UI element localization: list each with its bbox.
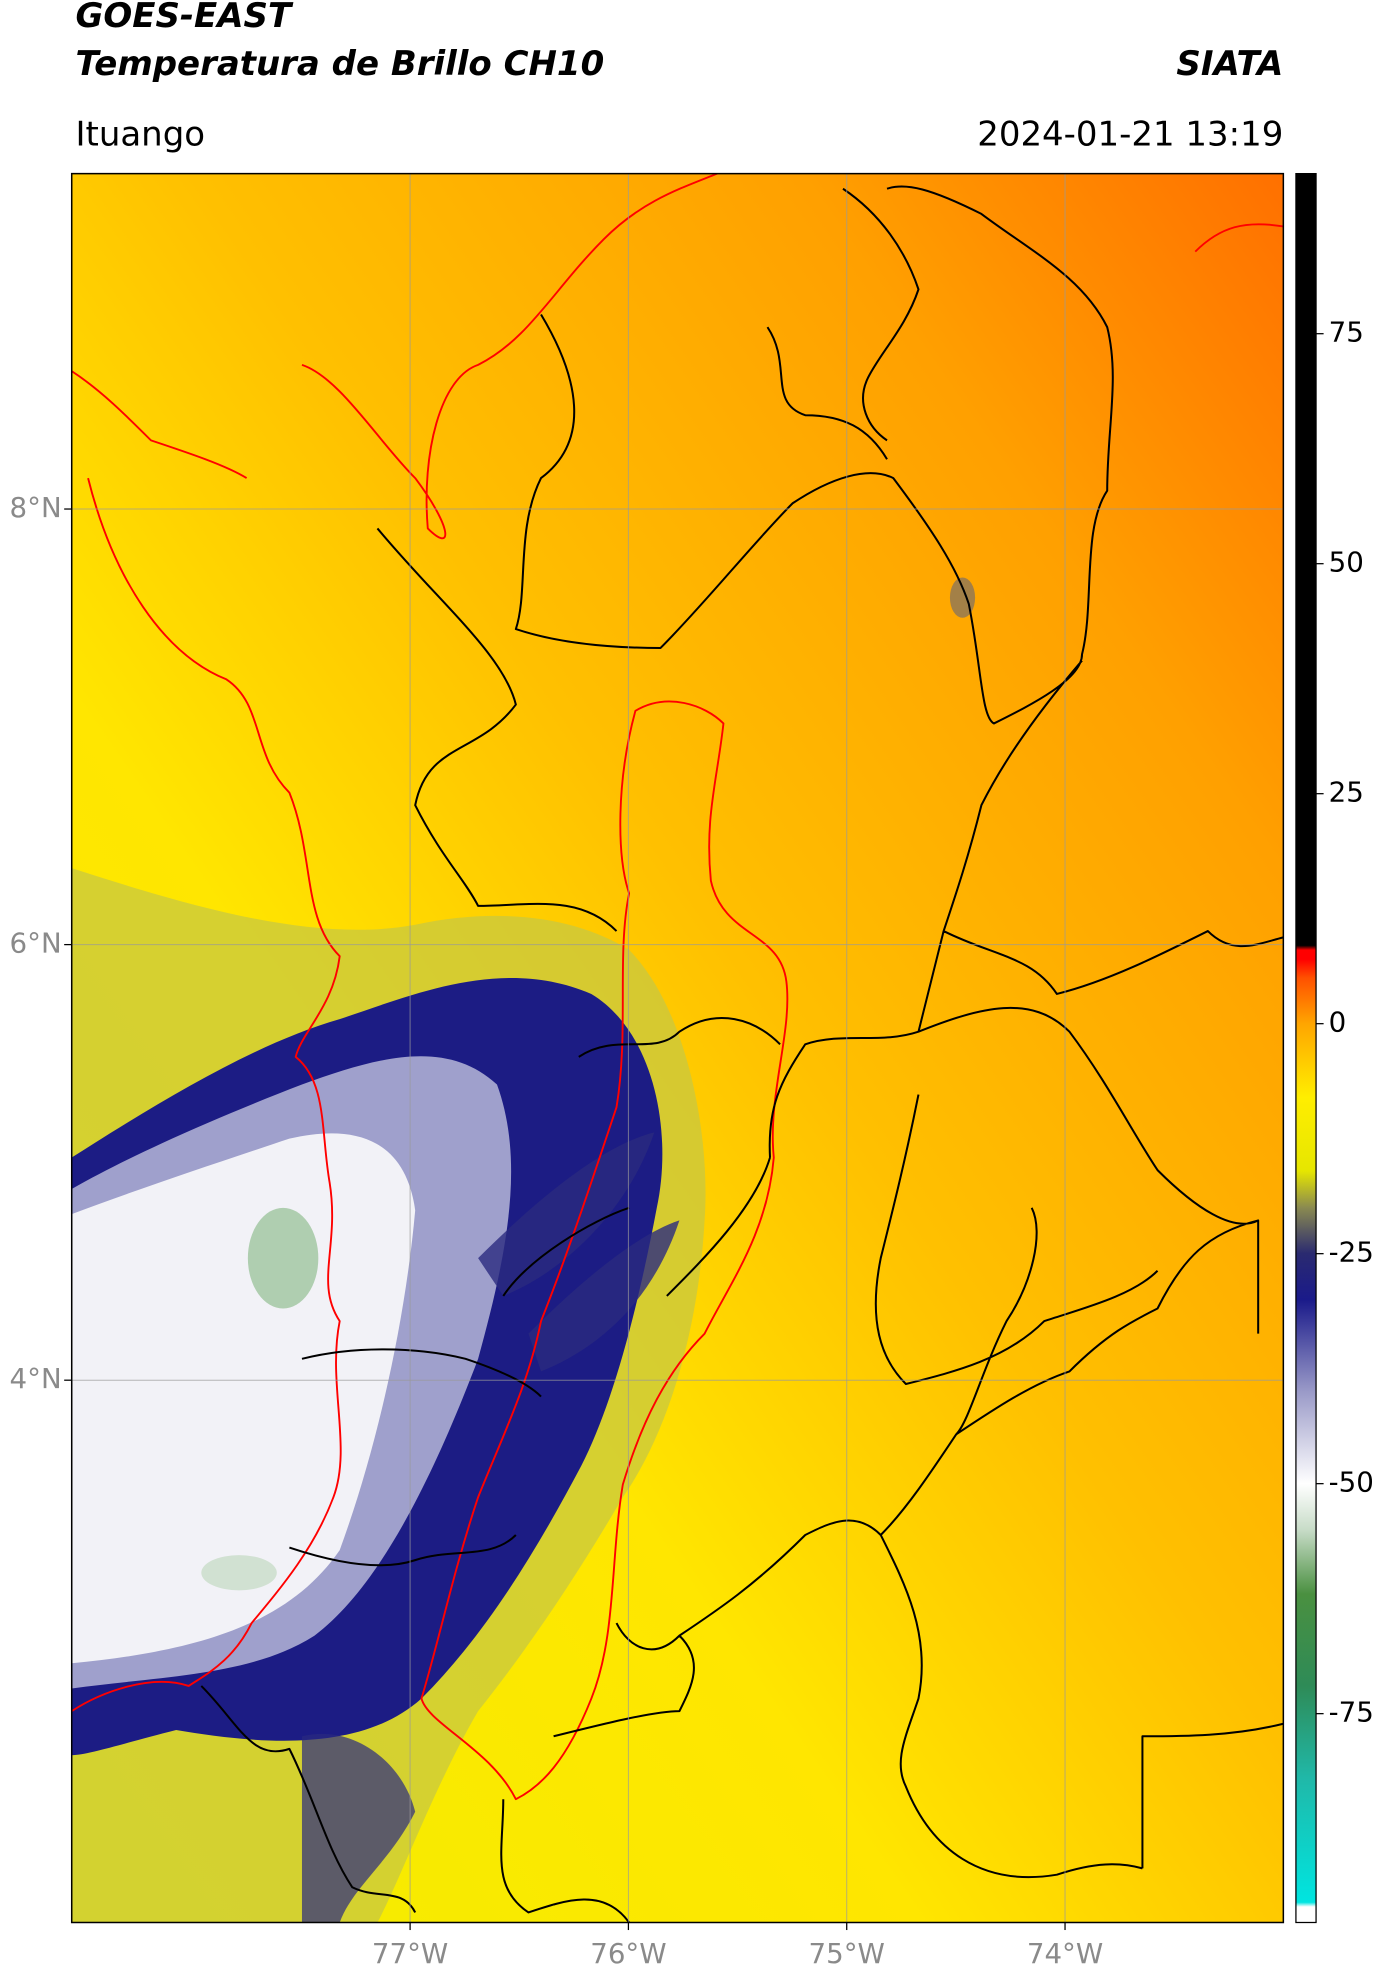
cloud-band [301,1733,416,1923]
region-outline [420,700,789,1801]
coastline [71,173,1284,1712]
admin-border [200,185,1284,1923]
title: GOES-EAST [75,0,293,36]
colorbar-tick-label: 0 [1329,1006,1347,1039]
graticule: 77°W 76°W 75°W 74°W 8°N 6°N 4°N [10,173,1284,1970]
cloud-band [478,1132,655,1296]
colorbar-tick-label: 25 [1329,776,1364,809]
datetime: 2024-01-21 13:19 [977,114,1283,154]
brand: SIATA [1176,44,1283,84]
colorbar-tick-label: 50 [1329,546,1364,579]
y-tick-label: 6°N [10,927,62,960]
cloud-band [528,1220,680,1372]
colorbar-tick-label: 75 [1329,316,1364,349]
map-frame [70,172,1285,1924]
colorbar-tick-label: -75 [1329,1696,1374,1729]
subtitle: Temperatura de Brillo CH10 [75,44,604,84]
colorbar-tick-label: -50 [1329,1466,1374,1499]
cloud-core [247,1207,319,1309]
location: Ituango [75,114,205,154]
colorbar-fill [1295,172,1317,1924]
y-tick-label: 4°N [10,1362,62,1395]
x-tick-label: 76°W [590,1937,666,1970]
x-tick-label: 74°W [1027,1937,1103,1970]
x-tick-label: 77°W [372,1937,448,1970]
colorbar-tick-label: -25 [1329,1236,1374,1269]
colorbar: -75 -50 -25 0 25 50 75 [1295,172,1374,1924]
cloud-core [201,1555,277,1591]
y-tick-label: 8°N [10,491,62,524]
map-image [71,173,1284,1923]
x-tick-label: 75°W [809,1937,885,1970]
